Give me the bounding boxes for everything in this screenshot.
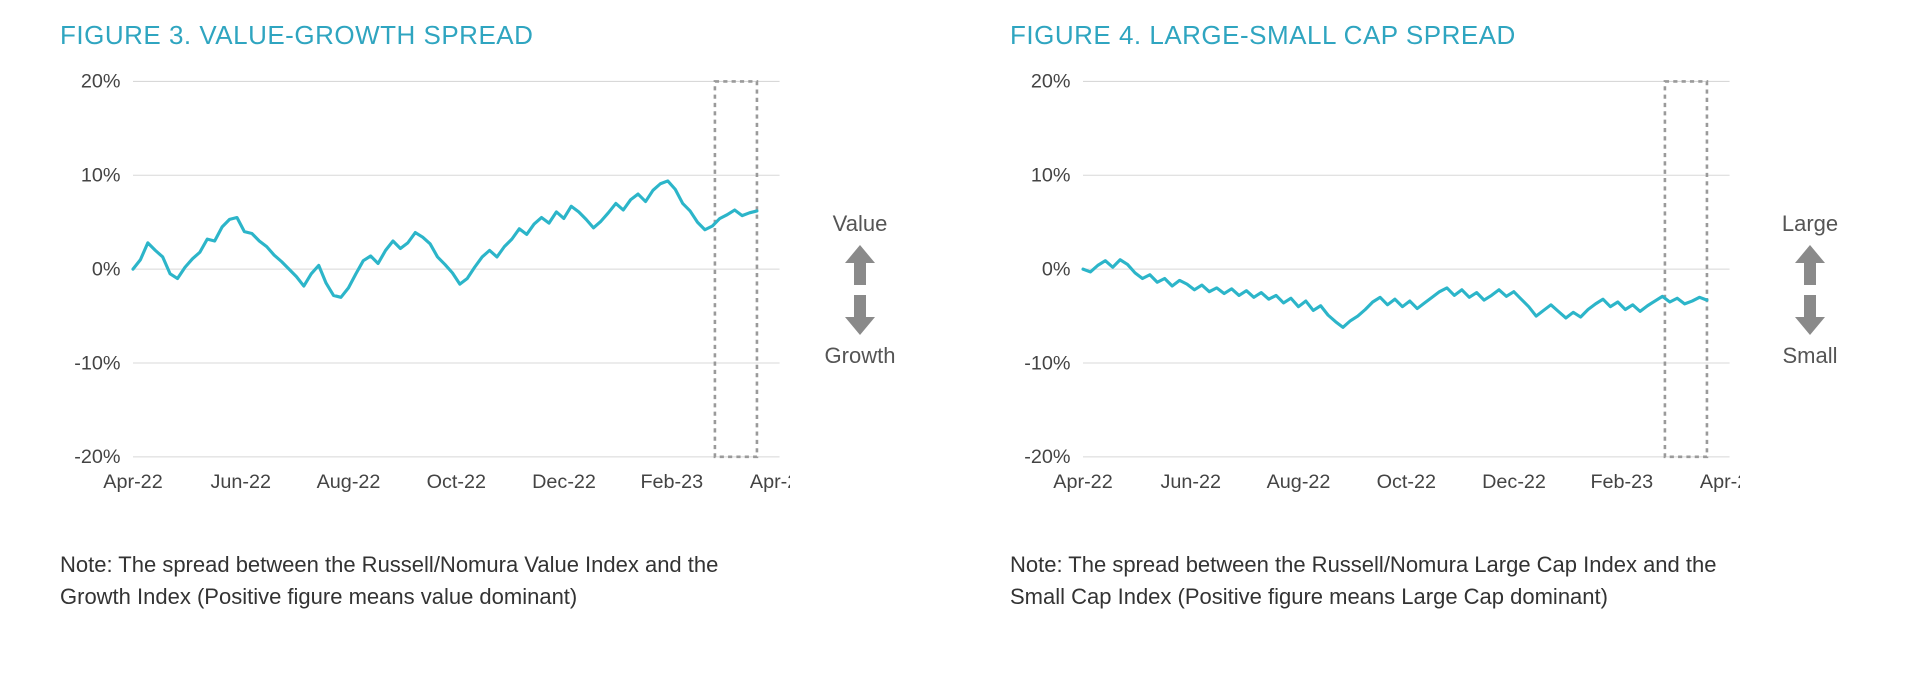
svg-text:-10%: -10% bbox=[74, 352, 120, 374]
svg-text:-20%: -20% bbox=[74, 446, 120, 468]
svg-text:Dec-22: Dec-22 bbox=[1482, 471, 1546, 493]
svg-text:Feb-23: Feb-23 bbox=[640, 471, 703, 493]
figure-3-panel: FIGURE 3. VALUE-GROWTH SPREAD -20% -10% 0%… bbox=[60, 20, 910, 659]
svg-text:10%: 10% bbox=[1031, 165, 1071, 187]
svg-text:0%: 0% bbox=[1042, 258, 1071, 280]
figure-3-title: FIGURE 3. VALUE-GROWTH SPREAD bbox=[60, 20, 910, 51]
svg-text:Apr-22: Apr-22 bbox=[103, 471, 162, 493]
svg-text:Feb-23: Feb-23 bbox=[1590, 471, 1653, 493]
figure-3-chart: -20% -10% 0% 10% 20% Apr-22 Jun-22 Aug-22 Oct-22… bbox=[60, 71, 790, 509]
figure-4-title: FIGURE 4. LARGE-SMALL CAP SPREAD bbox=[1010, 20, 1860, 51]
svg-text:Oct-22: Oct-22 bbox=[1377, 471, 1436, 493]
side-label-top: Value bbox=[833, 211, 888, 237]
figure-3-note: Note: The spread between the Russell/Nom… bbox=[60, 549, 780, 613]
svg-text:20%: 20% bbox=[1031, 71, 1071, 93]
svg-text:Dec-22: Dec-22 bbox=[532, 471, 596, 493]
side-label-bottom: Growth bbox=[825, 343, 896, 369]
figure-4-side-labels: Large Small bbox=[1760, 71, 1860, 509]
figure-3-side-labels: Value Growth bbox=[810, 71, 910, 509]
svg-text:Aug-22: Aug-22 bbox=[1267, 471, 1331, 493]
arrow-up-icon bbox=[1793, 243, 1827, 287]
svg-text:Apr-23: Apr-23 bbox=[750, 471, 790, 493]
figure-4-chart: -20% -10% 0% 10% 20% Apr-22 Jun-22 Aug-22 Oct-22… bbox=[1010, 71, 1740, 509]
svg-text:Jun-22: Jun-22 bbox=[210, 471, 271, 493]
svg-text:0%: 0% bbox=[92, 258, 121, 280]
svg-text:20%: 20% bbox=[81, 71, 121, 93]
svg-text:Apr-23: Apr-23 bbox=[1700, 471, 1740, 493]
svg-text:Jun-22: Jun-22 bbox=[1160, 471, 1221, 493]
svg-text:-10%: -10% bbox=[1024, 352, 1070, 374]
svg-text:-20%: -20% bbox=[1024, 446, 1070, 468]
figure-4-note: Note: The spread between the Russell/Nom… bbox=[1010, 549, 1730, 613]
figure-4-panel: FIGURE 4. LARGE-SMALL CAP SPREAD -20% -10… bbox=[1010, 20, 1860, 659]
arrow-up-icon bbox=[843, 243, 877, 287]
side-label-bottom: Small bbox=[1782, 343, 1837, 369]
svg-text:10%: 10% bbox=[81, 165, 121, 187]
svg-text:Oct-22: Oct-22 bbox=[427, 471, 486, 493]
arrow-down-icon bbox=[843, 293, 877, 337]
svg-text:Apr-22: Apr-22 bbox=[1053, 471, 1112, 493]
side-label-top: Large bbox=[1782, 211, 1838, 237]
svg-text:Aug-22: Aug-22 bbox=[317, 471, 381, 493]
arrow-down-icon bbox=[1793, 293, 1827, 337]
